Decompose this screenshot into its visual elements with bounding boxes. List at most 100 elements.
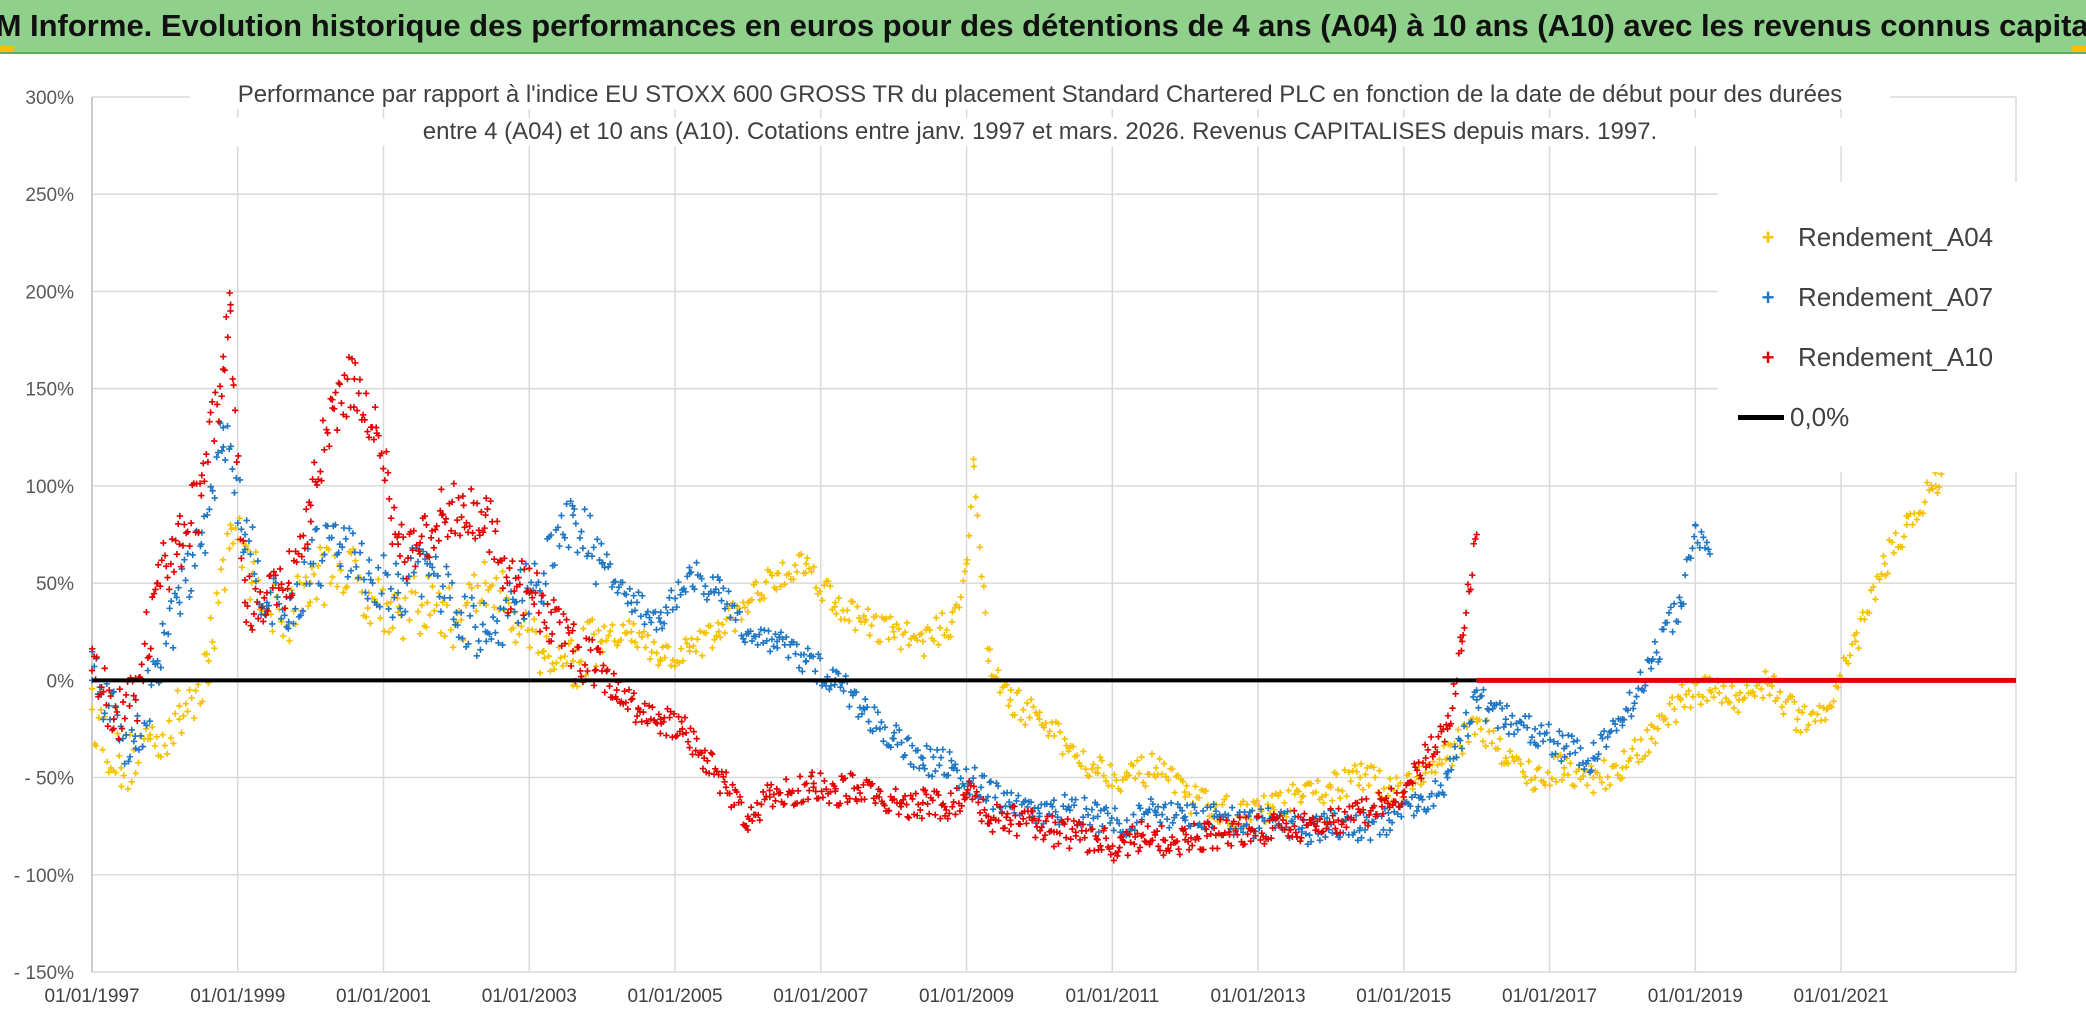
x-tick-label: 01/01/2001 <box>336 986 431 1007</box>
point-rendement-a10 <box>1126 831 1133 838</box>
point-rendement-a10 <box>355 390 362 397</box>
point-rendement-a07 <box>268 620 276 628</box>
point-rendement-a04 <box>352 557 359 564</box>
point-rendement-a07 <box>1178 807 1186 814</box>
point-rendement-a04 <box>1872 596 1879 603</box>
point-rendement-a04 <box>1162 773 1170 780</box>
point-rendement-a07 <box>1631 700 1638 707</box>
point-rendement-a07 <box>781 641 788 648</box>
point-rendement-a07 <box>579 544 587 552</box>
point-rendement-a04 <box>547 667 554 675</box>
point-rendement-a04 <box>217 566 225 573</box>
point-rendement-a04 <box>1788 693 1796 701</box>
point-rendement-a10 <box>781 800 788 807</box>
point-rendement-a07 <box>175 584 182 591</box>
point-rendement-a07 <box>522 560 530 568</box>
y-tick-label: - 50% <box>24 769 74 790</box>
point-rendement-a10 <box>1016 820 1024 828</box>
point-rendement-a04 <box>1021 721 1029 728</box>
point-rendement-a10 <box>1214 845 1221 852</box>
point-rendement-a07 <box>477 646 484 654</box>
point-rendement-a04 <box>895 625 902 633</box>
point-rendement-a10 <box>772 797 779 804</box>
point-rendement-a10 <box>1067 835 1074 843</box>
point-rendement-a10 <box>146 653 153 660</box>
point-rendement-a07 <box>245 537 253 545</box>
point-rendement-a10 <box>1293 833 1301 841</box>
point-rendement-a04 <box>1620 748 1628 755</box>
point-rendement-a04 <box>723 615 730 623</box>
point-rendement-a04 <box>717 634 724 641</box>
datapoint-rendement-a04 <box>1531 774 1539 781</box>
x-tick-label: 01/01/2015 <box>1356 986 1451 1007</box>
point-rendement-a10 <box>1432 743 1439 751</box>
point-rendement-a04 <box>182 700 190 707</box>
point-rendement-a10 <box>917 806 924 814</box>
point-rendement-a10 <box>686 744 693 751</box>
point-rendement-a10 <box>1114 852 1121 860</box>
point-rendement-a04 <box>1598 779 1606 786</box>
point-rendement-a04 <box>1405 770 1413 778</box>
point-rendement-a10 <box>130 692 137 699</box>
point-rendement-a04 <box>1735 708 1742 716</box>
point-rendement-a10 <box>252 585 259 592</box>
point-rendement-a10 <box>492 527 499 535</box>
point-rendement-a04 <box>1749 688 1757 696</box>
datapoint-rendement-a10 <box>1007 817 1014 824</box>
point-rendement-a04 <box>897 646 904 653</box>
point-rendement-a04 <box>321 601 328 609</box>
point-rendement-a07 <box>182 577 189 584</box>
datapoint-rendement-a07 <box>1152 809 1160 816</box>
point-rendement-a10 <box>318 477 325 484</box>
point-rendement-a07 <box>410 569 418 576</box>
point-rendement-a07 <box>738 632 745 639</box>
point-rendement-a10 <box>1373 811 1380 818</box>
point-rendement-a10 <box>175 520 182 528</box>
point-rendement-a10 <box>1001 824 1008 832</box>
datapoint-rendement-a07 <box>1590 754 1597 762</box>
point-rendement-a04 <box>499 568 506 575</box>
point-rendement-a07 <box>349 530 357 537</box>
point-rendement-a10 <box>348 355 356 363</box>
point-rendement-a07 <box>1637 669 1644 676</box>
point-rendement-a10 <box>507 605 514 613</box>
point-rendement-a10 <box>329 396 336 403</box>
point-rendement-a07 <box>121 760 128 767</box>
point-rendement-a04 <box>1816 702 1823 710</box>
datapoint-rendement-a04 <box>1677 696 1684 703</box>
point-rendement-a10 <box>1370 802 1378 810</box>
point-rendement-a10 <box>403 575 410 582</box>
point-rendement-a10 <box>690 728 697 735</box>
point-rendement-a10 <box>216 383 224 390</box>
point-rendement-a10 <box>689 751 696 758</box>
datapoint-rendement-a04 <box>715 628 722 635</box>
point-rendement-a04 <box>1762 668 1769 675</box>
point-rendement-a04 <box>731 627 739 635</box>
point-rendement-a10 <box>918 815 926 822</box>
point-rendement-a07 <box>493 617 501 625</box>
point-rendement-a10 <box>548 630 556 638</box>
point-rendement-a07 <box>234 519 241 527</box>
point-rendement-a07 <box>707 588 715 595</box>
point-rendement-a04 <box>232 524 239 532</box>
point-rendement-a07 <box>1410 812 1418 819</box>
point-rendement-a10 <box>947 790 954 797</box>
point-rendement-a10 <box>753 799 761 807</box>
point-rendement-a04 <box>112 769 119 776</box>
point-rendement-a10 <box>281 605 289 612</box>
point-rendement-a04 <box>364 604 371 612</box>
point-rendement-a07 <box>1599 735 1606 742</box>
point-rendement-a04 <box>683 640 691 647</box>
datapoint-rendement-a10 <box>1313 822 1320 830</box>
point-rendement-a07 <box>1394 810 1401 818</box>
point-rendement-a07 <box>418 593 425 600</box>
point-rendement-a04 <box>1397 779 1404 787</box>
point-rendement-a04 <box>128 778 135 786</box>
point-rendement-a07 <box>535 579 542 586</box>
point-rendement-a07 <box>1144 809 1152 816</box>
point-rendement-a07 <box>1111 805 1119 812</box>
datapoint-rendement-a07 <box>1123 817 1131 824</box>
point-rendement-a04 <box>797 551 805 558</box>
point-rendement-a07 <box>443 563 450 570</box>
point-rendement-a10 <box>150 590 158 597</box>
